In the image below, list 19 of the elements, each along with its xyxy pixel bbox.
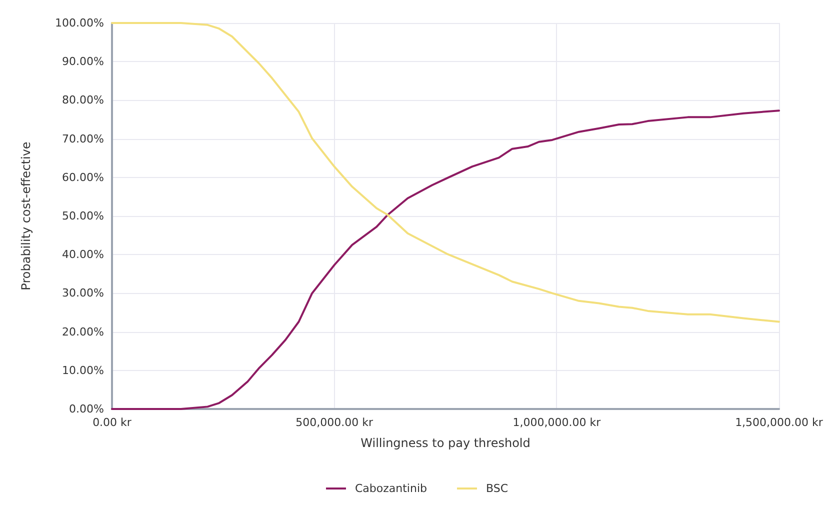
x-axis-title: Willingness to pay threshold bbox=[360, 436, 530, 450]
y-tick-label: 10.00% bbox=[62, 364, 104, 377]
x-tick-label: 0.00 kr bbox=[92, 416, 132, 429]
y-tick-label: 20.00% bbox=[62, 325, 104, 338]
y-tick-label: 70.00% bbox=[62, 132, 104, 146]
x-tick-label: 1,500,000.00 kr bbox=[735, 416, 824, 429]
y-tick-label: 50.00% bbox=[62, 210, 104, 222]
legend-label: Cabozantinib bbox=[354, 482, 428, 495]
y-tick-label: 40.00% bbox=[62, 248, 104, 262]
x-tick-label: 1,000,000.00 kr bbox=[512, 416, 602, 429]
y-tick-label: 80.00% bbox=[62, 94, 104, 107]
y-tick-label: 60.00% bbox=[62, 170, 104, 184]
y-axis-title: Probability cost-effective bbox=[19, 142, 33, 290]
y-tick-label: 30.00% bbox=[62, 286, 104, 300]
y-tick-label: 100.00% bbox=[55, 16, 104, 30]
y-tick-label: 0.00% bbox=[69, 402, 104, 416]
legend-label: BSC bbox=[486, 482, 508, 495]
x-tick-label: 500,000.00 kr bbox=[296, 416, 374, 429]
y-tick-label: 90.00% bbox=[62, 55, 104, 68]
